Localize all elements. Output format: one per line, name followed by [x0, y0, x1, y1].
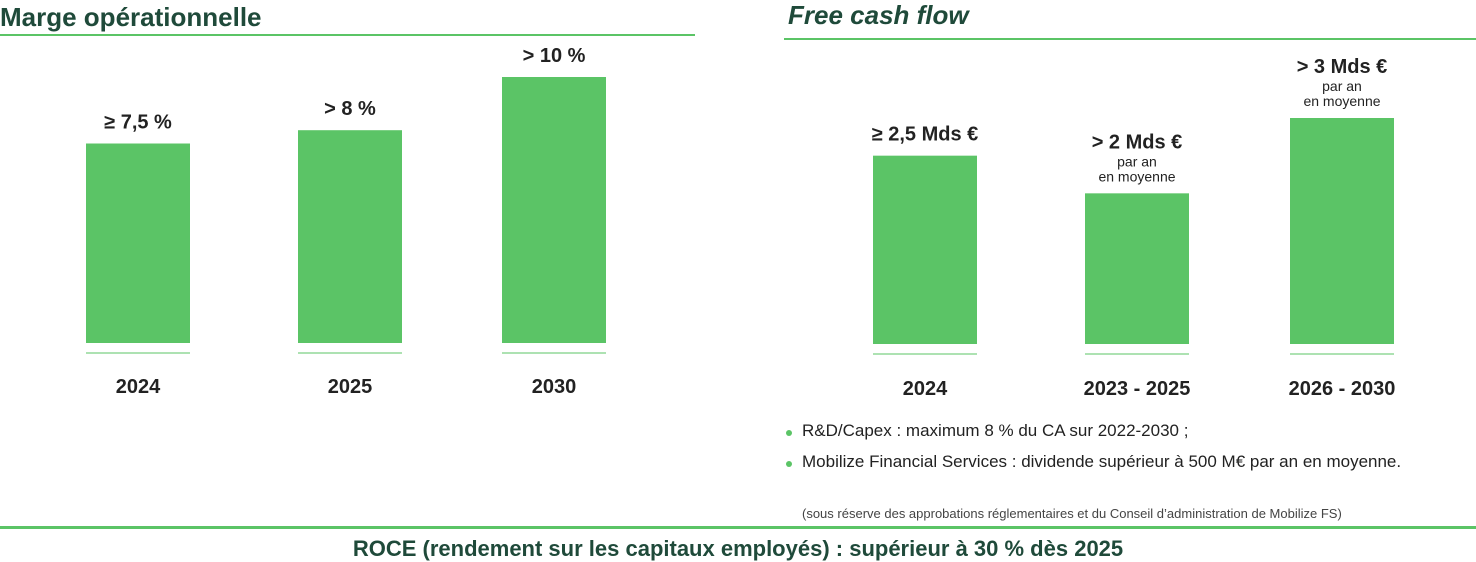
- note-text: R&D/Capex : maximum 8 % du CA sur 2022-2…: [802, 421, 1189, 440]
- value-label: > 2 Mds €: [1092, 131, 1183, 153]
- bar: [502, 77, 606, 343]
- value-sublabel: en moyenne: [1303, 93, 1380, 109]
- operating-margin-chart: ≥ 7,5 % 2024 > 8 % 2025 > 10 % 2030: [86, 45, 606, 398]
- note-item: R&D/Capex : maximum 8 % du CA sur 2022-2…: [786, 418, 1466, 444]
- value-sublabel: par an: [1322, 78, 1362, 94]
- bar: [1085, 193, 1189, 344]
- value-label: > 10 %: [523, 45, 586, 67]
- category-label: 2023 - 2025: [1084, 378, 1191, 400]
- bar: [1290, 118, 1394, 344]
- value-label: > 8 %: [324, 98, 376, 120]
- bar: [298, 130, 402, 343]
- category-label: 2030: [532, 376, 577, 398]
- value-sublabel: en moyenne: [1098, 168, 1175, 184]
- right-title-rule: [784, 38, 1476, 40]
- left-title-rule: [0, 34, 695, 36]
- category-label: 2025: [328, 376, 373, 398]
- roce-statement: ROCE (rendement sur les capitaux employé…: [352, 536, 1124, 561]
- bullet-icon: [786, 430, 792, 436]
- bullet-icon: [786, 461, 792, 467]
- bottom-rule: [0, 526, 1476, 529]
- note-text: Mobilize Financial Services : dividende …: [802, 452, 1402, 471]
- bar: [86, 143, 190, 343]
- free-cash-flow-title: Free cash flow: [788, 0, 969, 30]
- category-label: 2026 - 2030: [1289, 378, 1396, 400]
- value-label: > 3 Mds €: [1297, 56, 1388, 78]
- notes-list: R&D/Capex : maximum 8 % du CA sur 2022-2…: [786, 418, 1466, 480]
- operating-margin-title: Marge opérationnelle: [0, 2, 262, 32]
- category-label: 2024: [903, 378, 948, 400]
- footnote: (sous réserve des approbations réglement…: [802, 506, 1342, 521]
- note-item: Mobilize Financial Services : dividende …: [786, 449, 1466, 475]
- value-label: ≥ 2,5 Mds €: [872, 124, 979, 146]
- value-sublabel: par an: [1117, 153, 1157, 169]
- value-label: ≥ 7,5 %: [104, 112, 172, 134]
- category-label: 2024: [116, 376, 161, 398]
- bar: [873, 155, 977, 344]
